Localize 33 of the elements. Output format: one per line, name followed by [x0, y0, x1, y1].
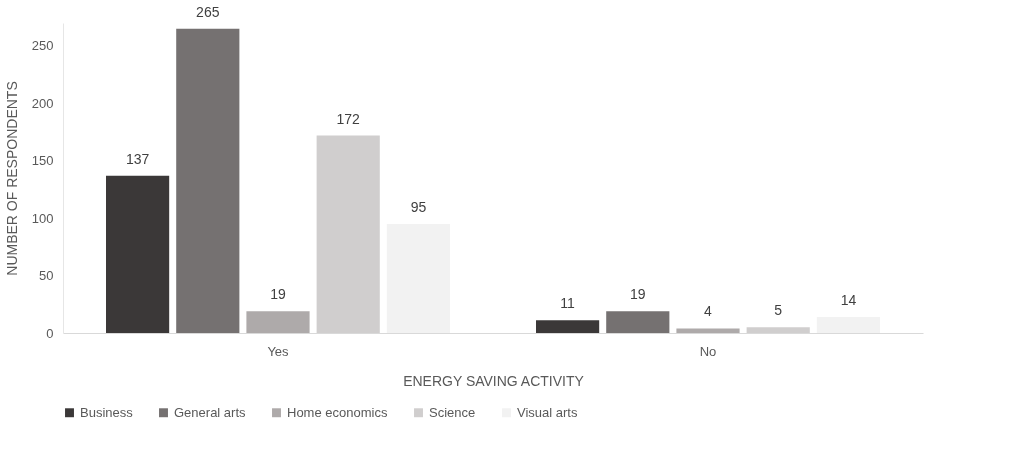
legend-label: Visual arts [517, 404, 578, 420]
legend-label: Science [429, 404, 476, 420]
y-axis-title: NUMBER OF RESPONDENTS [3, 81, 20, 276]
bar [386, 223, 450, 333]
y-tick-label: 0 [46, 325, 54, 341]
bar [816, 316, 880, 333]
y-tick-label: 50 [39, 268, 54, 284]
bar [106, 175, 170, 333]
data-label: 265 [196, 3, 220, 20]
data-label: 95 [410, 198, 427, 215]
data-label: 5 [774, 302, 783, 319]
y-tick-label: 200 [31, 95, 54, 111]
bar [536, 320, 600, 333]
legend-label: Business [80, 404, 134, 420]
data-label: 11 [560, 295, 576, 312]
y-tick-label: 150 [31, 153, 54, 169]
bar [676, 328, 740, 333]
data-label: 137 [125, 150, 150, 167]
x-tick-label: No [699, 343, 717, 359]
x-tick-label: Yes [267, 343, 290, 359]
data-label: 19 [270, 286, 286, 303]
data-label: 14 [840, 291, 857, 308]
legend-label: General arts [174, 404, 247, 420]
data-label: 4 [704, 303, 713, 320]
x-axis-title: ENERGY SAVING ACTIVITY [403, 372, 585, 389]
data-label: 19 [630, 286, 646, 303]
bar [176, 28, 240, 333]
legend-label: Home economics [287, 404, 388, 420]
y-tick-label: 100 [31, 210, 54, 226]
data-label: 172 [336, 110, 361, 127]
y-tick-label: 250 [31, 38, 54, 54]
bar [606, 311, 670, 333]
bar [246, 311, 310, 333]
